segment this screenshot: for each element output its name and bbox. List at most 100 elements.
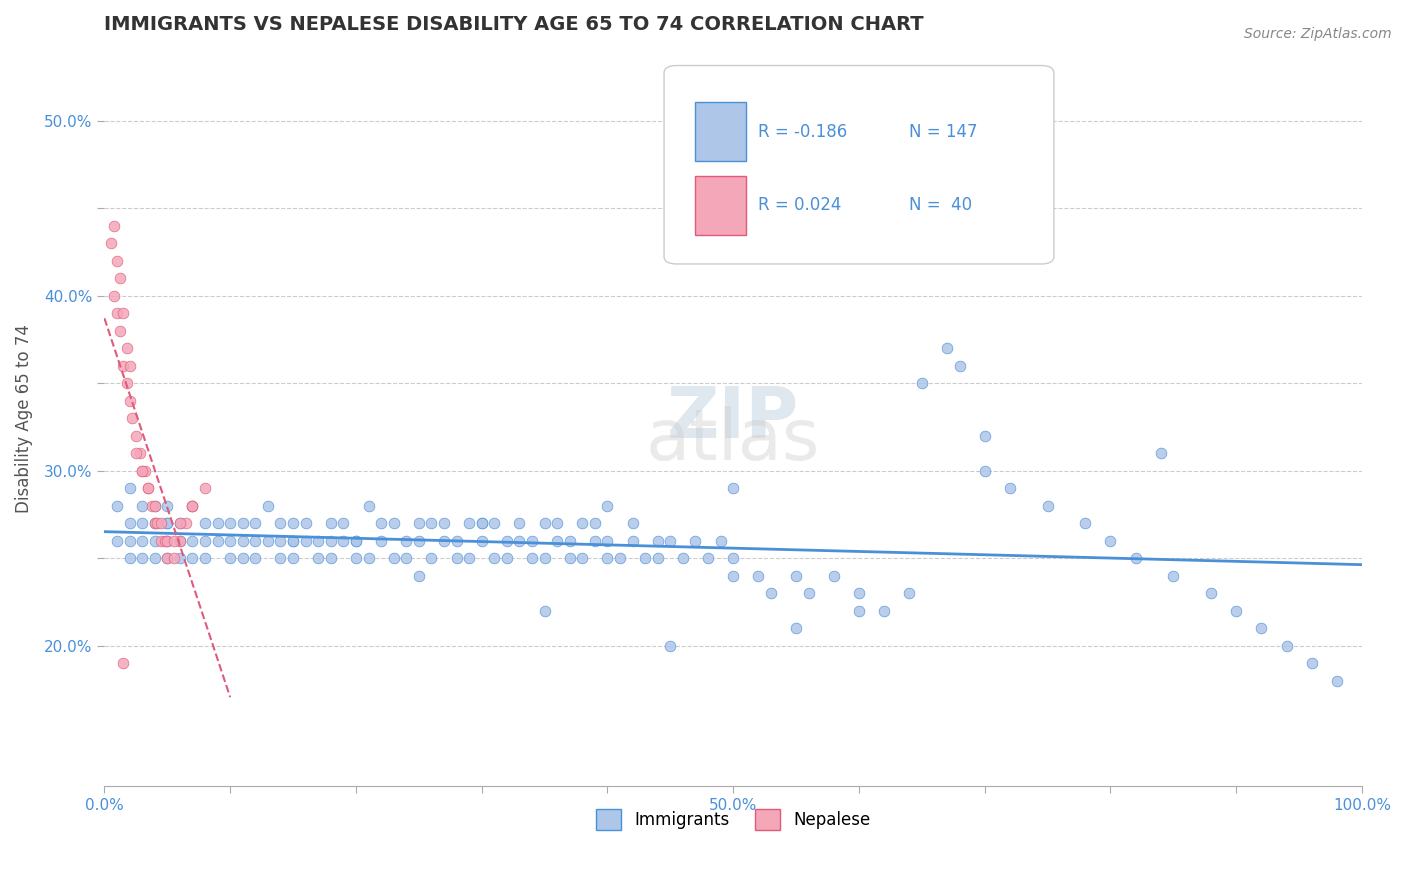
Point xyxy=(115,376,138,391)
Legend: Immigrants, Nepalese: Immigrants, Nepalese xyxy=(589,803,877,836)
Point xyxy=(672,551,695,566)
Point xyxy=(785,621,807,635)
Point xyxy=(420,516,443,531)
Point xyxy=(659,639,682,653)
Point xyxy=(1326,673,1348,688)
Point xyxy=(546,516,568,531)
Point xyxy=(115,341,138,355)
Point xyxy=(370,533,392,548)
Point xyxy=(484,551,506,566)
Point xyxy=(169,533,191,548)
Point xyxy=(269,533,291,548)
Point xyxy=(583,533,606,548)
Point xyxy=(433,516,456,531)
Point xyxy=(344,533,367,548)
Point xyxy=(131,464,153,478)
Point xyxy=(458,551,481,566)
Point xyxy=(125,446,148,460)
Point xyxy=(143,499,166,513)
Point xyxy=(138,481,160,495)
Point xyxy=(408,533,430,548)
Point xyxy=(181,499,204,513)
Point xyxy=(408,569,430,583)
Point xyxy=(747,569,769,583)
Point xyxy=(546,533,568,548)
Point xyxy=(697,551,720,566)
Point xyxy=(108,271,131,285)
Point xyxy=(797,586,820,600)
Point xyxy=(558,533,581,548)
Point xyxy=(495,533,517,548)
Point xyxy=(873,604,896,618)
Point xyxy=(207,516,229,531)
Text: ZIP: ZIP xyxy=(666,384,800,453)
Point xyxy=(533,551,555,566)
Text: R = -0.186: R = -0.186 xyxy=(758,123,848,141)
Point xyxy=(533,604,555,618)
Point xyxy=(1301,657,1323,671)
Point xyxy=(156,516,179,531)
Point xyxy=(583,516,606,531)
Point xyxy=(395,551,418,566)
Point xyxy=(194,551,217,566)
Text: N = 147: N = 147 xyxy=(910,123,977,141)
Point xyxy=(1250,621,1272,635)
Point xyxy=(370,516,392,531)
Point xyxy=(609,551,631,566)
Point xyxy=(103,219,125,233)
Point xyxy=(257,533,280,548)
Point xyxy=(156,551,179,566)
Point xyxy=(128,446,150,460)
Point xyxy=(194,533,217,548)
Point xyxy=(721,551,744,566)
Point xyxy=(156,533,179,548)
Point xyxy=(156,551,179,566)
Point xyxy=(156,499,179,513)
Point xyxy=(146,516,169,531)
Point xyxy=(121,411,143,425)
Point xyxy=(131,533,153,548)
Point xyxy=(332,533,354,548)
Point xyxy=(125,429,148,443)
Point xyxy=(143,516,166,531)
Point xyxy=(245,516,267,531)
Point xyxy=(936,341,959,355)
Point xyxy=(134,464,156,478)
Point xyxy=(141,499,163,513)
Point xyxy=(1099,533,1122,548)
Point xyxy=(150,533,173,548)
Point xyxy=(395,533,418,548)
Point xyxy=(118,516,141,531)
Point xyxy=(458,516,481,531)
Point xyxy=(647,551,669,566)
Point xyxy=(319,533,342,548)
Point xyxy=(100,236,122,251)
Point xyxy=(948,359,970,373)
Point xyxy=(281,516,304,531)
Point xyxy=(1074,516,1097,531)
Point xyxy=(1163,569,1185,583)
Point xyxy=(219,551,242,566)
Point xyxy=(181,499,204,513)
Point xyxy=(269,551,291,566)
Point xyxy=(153,533,176,548)
Point xyxy=(1125,551,1147,566)
Point xyxy=(118,481,141,495)
Point xyxy=(471,516,494,531)
Point xyxy=(112,306,135,320)
Point xyxy=(169,551,191,566)
Point xyxy=(162,551,184,566)
Point xyxy=(131,516,153,531)
Point xyxy=(131,499,153,513)
Point xyxy=(112,657,135,671)
Point xyxy=(162,533,184,548)
Point xyxy=(194,516,217,531)
Point xyxy=(596,551,619,566)
Point xyxy=(1199,586,1222,600)
Point xyxy=(194,481,217,495)
Y-axis label: Disability Age 65 to 74: Disability Age 65 to 74 xyxy=(15,324,32,513)
Text: N =  40: N = 40 xyxy=(910,196,973,214)
FancyBboxPatch shape xyxy=(664,65,1054,264)
Point xyxy=(105,306,128,320)
Point xyxy=(131,464,153,478)
